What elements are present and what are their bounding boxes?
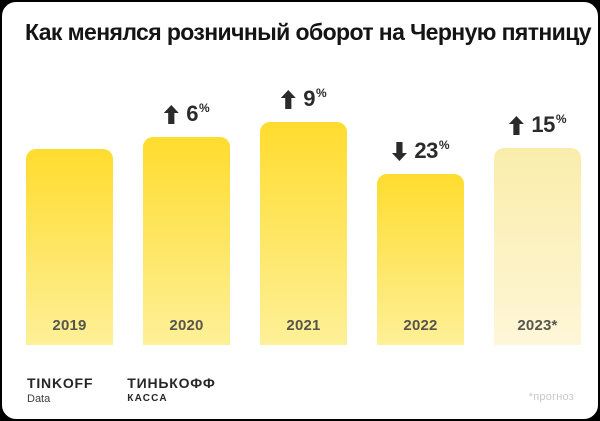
- tinkoff-data-label: Data: [27, 393, 51, 405]
- arrow-down-icon: [391, 141, 407, 161]
- change-label-2021: 9%: [280, 86, 327, 111]
- change-label-2023: 15%: [508, 112, 567, 137]
- arrow-up-icon: [280, 89, 296, 109]
- bar-2019: 2019: [26, 149, 113, 345]
- bar-2021: 2021: [260, 122, 347, 345]
- forecast-footnote: *прогноз: [528, 391, 574, 403]
- change-value: 23: [414, 138, 438, 163]
- change-label-2020: 6%: [163, 101, 210, 126]
- bar-2023-forecast: 2023*: [494, 148, 581, 345]
- change-label-2022: 23%: [391, 138, 450, 163]
- percent-sign: %: [438, 138, 450, 152]
- tinkoff-logo-text: TINKOFF: [27, 375, 94, 391]
- change-value: 9: [303, 86, 316, 111]
- bar-2022: 2022: [377, 174, 464, 345]
- tinkoff-data-logo: TINKOFF Data: [27, 375, 93, 405]
- year-label: 2023*: [517, 317, 558, 334]
- tinkoff-kassa-text: ТИНЬКОФФ: [127, 375, 216, 391]
- footer-logos: TINKOFF Data ТИНЬКОФФ КАССА: [27, 375, 216, 405]
- arrow-up-icon: [508, 115, 524, 135]
- bar-group-2020: 6% 2020: [143, 87, 230, 345]
- bar-group-2019: 2019: [26, 87, 113, 345]
- year-label: 2021: [286, 317, 321, 334]
- chart-title: Как менялся розничный оборот на Черную п…: [25, 19, 592, 45]
- bar-group-2021: 9% 2021: [260, 86, 347, 345]
- change-value: 15: [531, 112, 555, 137]
- bar-2020: 2020: [143, 137, 230, 345]
- bar-chart: 2019 6% 2020 9% 2021 23%: [26, 86, 581, 345]
- bar-group-2023-forecast: 15% 2023*: [494, 87, 581, 345]
- tinkoff-kassa-logo: ТИНЬКОФФ КАССА: [127, 375, 215, 404]
- kassa-label: КАССА: [127, 393, 168, 404]
- percent-sign: %: [555, 112, 567, 126]
- percent-sign: %: [316, 86, 327, 100]
- percent-sign: %: [199, 101, 210, 115]
- year-label: 2022: [403, 317, 438, 334]
- year-label: 2020: [169, 317, 204, 334]
- year-label: 2019: [52, 317, 87, 334]
- change-value: 6: [186, 101, 199, 126]
- bar-group-2022: 23% 2022: [377, 87, 464, 345]
- arrow-up-icon: [163, 104, 179, 124]
